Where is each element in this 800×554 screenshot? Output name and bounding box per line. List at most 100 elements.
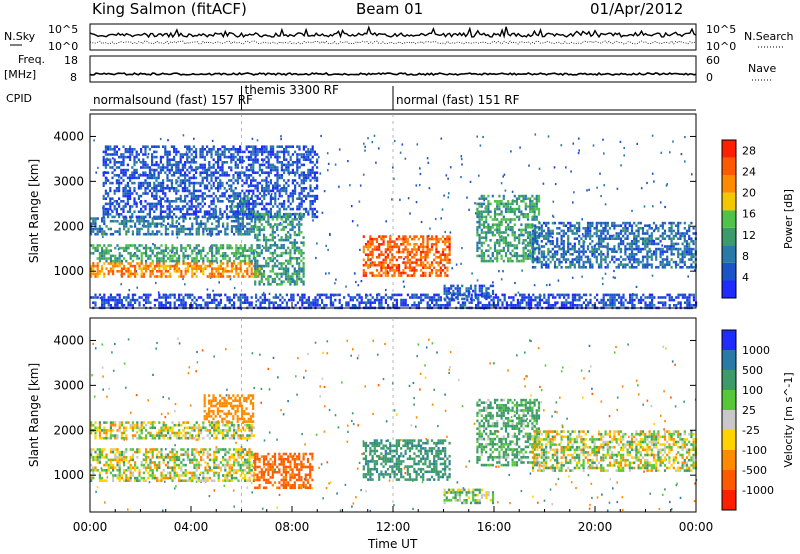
scatter-cell bbox=[608, 234, 612, 238]
scatter-cell bbox=[234, 179, 237, 182]
scatter-cell bbox=[395, 245, 398, 249]
scatter-cell bbox=[600, 263, 603, 266]
scatter-cell bbox=[606, 237, 609, 240]
scatter-cell bbox=[600, 245, 603, 248]
scatter-cell bbox=[217, 275, 220, 278]
scatter-cell bbox=[118, 181, 121, 185]
scatter-cell bbox=[274, 187, 277, 190]
noise-cell bbox=[483, 199, 485, 202]
scatter-cell bbox=[236, 207, 239, 211]
scatter-cell bbox=[226, 246, 229, 250]
noise-cell bbox=[215, 208, 217, 211]
scatter-cell bbox=[180, 272, 183, 276]
scatter-cell bbox=[278, 194, 281, 198]
scatter-cell bbox=[190, 202, 193, 206]
scatter-cell bbox=[422, 256, 425, 259]
scatter-cell bbox=[461, 284, 464, 288]
scatter-cell bbox=[239, 270, 242, 273]
scatter-cell bbox=[578, 221, 581, 225]
scatter-cell bbox=[188, 189, 191, 193]
scatter-cell bbox=[538, 260, 541, 264]
noise-cell bbox=[476, 135, 478, 138]
scatter-cell bbox=[283, 153, 286, 156]
scatter-cell bbox=[498, 249, 501, 252]
scatter-cell bbox=[289, 262, 292, 265]
scatter-cell bbox=[553, 263, 557, 266]
scatter-cell bbox=[633, 242, 636, 246]
scatter-cell bbox=[289, 277, 292, 281]
scatter-cell bbox=[496, 218, 499, 221]
scatter-cell bbox=[145, 293, 148, 297]
scatter-cell bbox=[265, 246, 268, 250]
scatter-cell bbox=[666, 245, 669, 248]
scatter-cell bbox=[639, 237, 642, 240]
scatter-cell bbox=[276, 259, 279, 263]
scatter-cell bbox=[222, 267, 225, 270]
scatter-cell bbox=[224, 254, 227, 258]
scatter-cell bbox=[278, 155, 281, 159]
scatter-cell bbox=[518, 218, 521, 221]
scatter-cell bbox=[184, 184, 187, 187]
scatter-cell bbox=[690, 253, 693, 256]
scatter-cell bbox=[295, 270, 299, 273]
scatter-cell bbox=[491, 231, 494, 234]
noise-cell bbox=[504, 189, 507, 192]
scatter-cell bbox=[378, 261, 381, 264]
scatter-cell bbox=[162, 168, 165, 172]
scatter-cell bbox=[94, 293, 97, 297]
scatter-cell bbox=[225, 207, 228, 211]
noise-cell bbox=[591, 254, 594, 257]
scatter-cell bbox=[245, 189, 248, 193]
scatter-cell bbox=[545, 224, 548, 227]
scatter-cell bbox=[162, 219, 165, 223]
scatter-cell bbox=[113, 207, 116, 211]
scatter-cell bbox=[260, 275, 263, 278]
noise-cell bbox=[553, 166, 556, 169]
scatter-cell bbox=[120, 207, 123, 211]
scatter-cell bbox=[217, 155, 220, 159]
noise-cell bbox=[460, 155, 463, 158]
scatter-cell bbox=[291, 145, 294, 148]
scatter-cell bbox=[192, 187, 195, 190]
scatter-cell bbox=[547, 250, 550, 253]
scatter-cell bbox=[447, 289, 451, 293]
scatter-cell bbox=[235, 230, 238, 233]
scatter-cell bbox=[422, 243, 425, 246]
noise-cell bbox=[314, 179, 316, 182]
scatter-cell bbox=[540, 260, 543, 264]
scatter-cell bbox=[406, 266, 409, 270]
scatter-cell bbox=[120, 219, 123, 223]
scatter-cell bbox=[384, 274, 387, 277]
scatter-cell bbox=[265, 259, 268, 263]
scatter-cell bbox=[624, 237, 627, 240]
scatter-cell bbox=[536, 242, 539, 246]
scatter-cell bbox=[289, 155, 292, 159]
scatter-cell bbox=[104, 166, 107, 169]
scatter-cell bbox=[685, 229, 689, 233]
scatter-cell bbox=[513, 210, 516, 213]
scatter-cell bbox=[529, 241, 532, 245]
scatter-cell bbox=[535, 226, 538, 229]
scatter-cell bbox=[92, 262, 95, 265]
scatter-cell bbox=[287, 251, 290, 255]
scatter-cell bbox=[190, 161, 193, 164]
scatter-cell bbox=[524, 252, 527, 255]
scatter-cell bbox=[285, 148, 288, 151]
noise-cell bbox=[672, 140, 674, 143]
scatter-cell bbox=[283, 189, 286, 193]
scatter-cell bbox=[478, 246, 481, 250]
scatter-cell bbox=[232, 176, 235, 180]
scatter-cell bbox=[622, 234, 625, 238]
scatter-cell bbox=[211, 275, 214, 278]
scatter-cell bbox=[236, 202, 239, 206]
scatter-cell bbox=[487, 223, 490, 226]
scatter-cell bbox=[674, 247, 678, 251]
scatter-cell bbox=[294, 215, 297, 219]
scatter-cell bbox=[480, 231, 483, 234]
scatter-cell bbox=[202, 227, 205, 231]
scatter-cell bbox=[589, 221, 592, 225]
scatter-cell bbox=[204, 254, 207, 258]
scatter-cell bbox=[551, 258, 554, 261]
scatter-cell bbox=[177, 197, 180, 200]
scatter-cell bbox=[217, 187, 220, 190]
